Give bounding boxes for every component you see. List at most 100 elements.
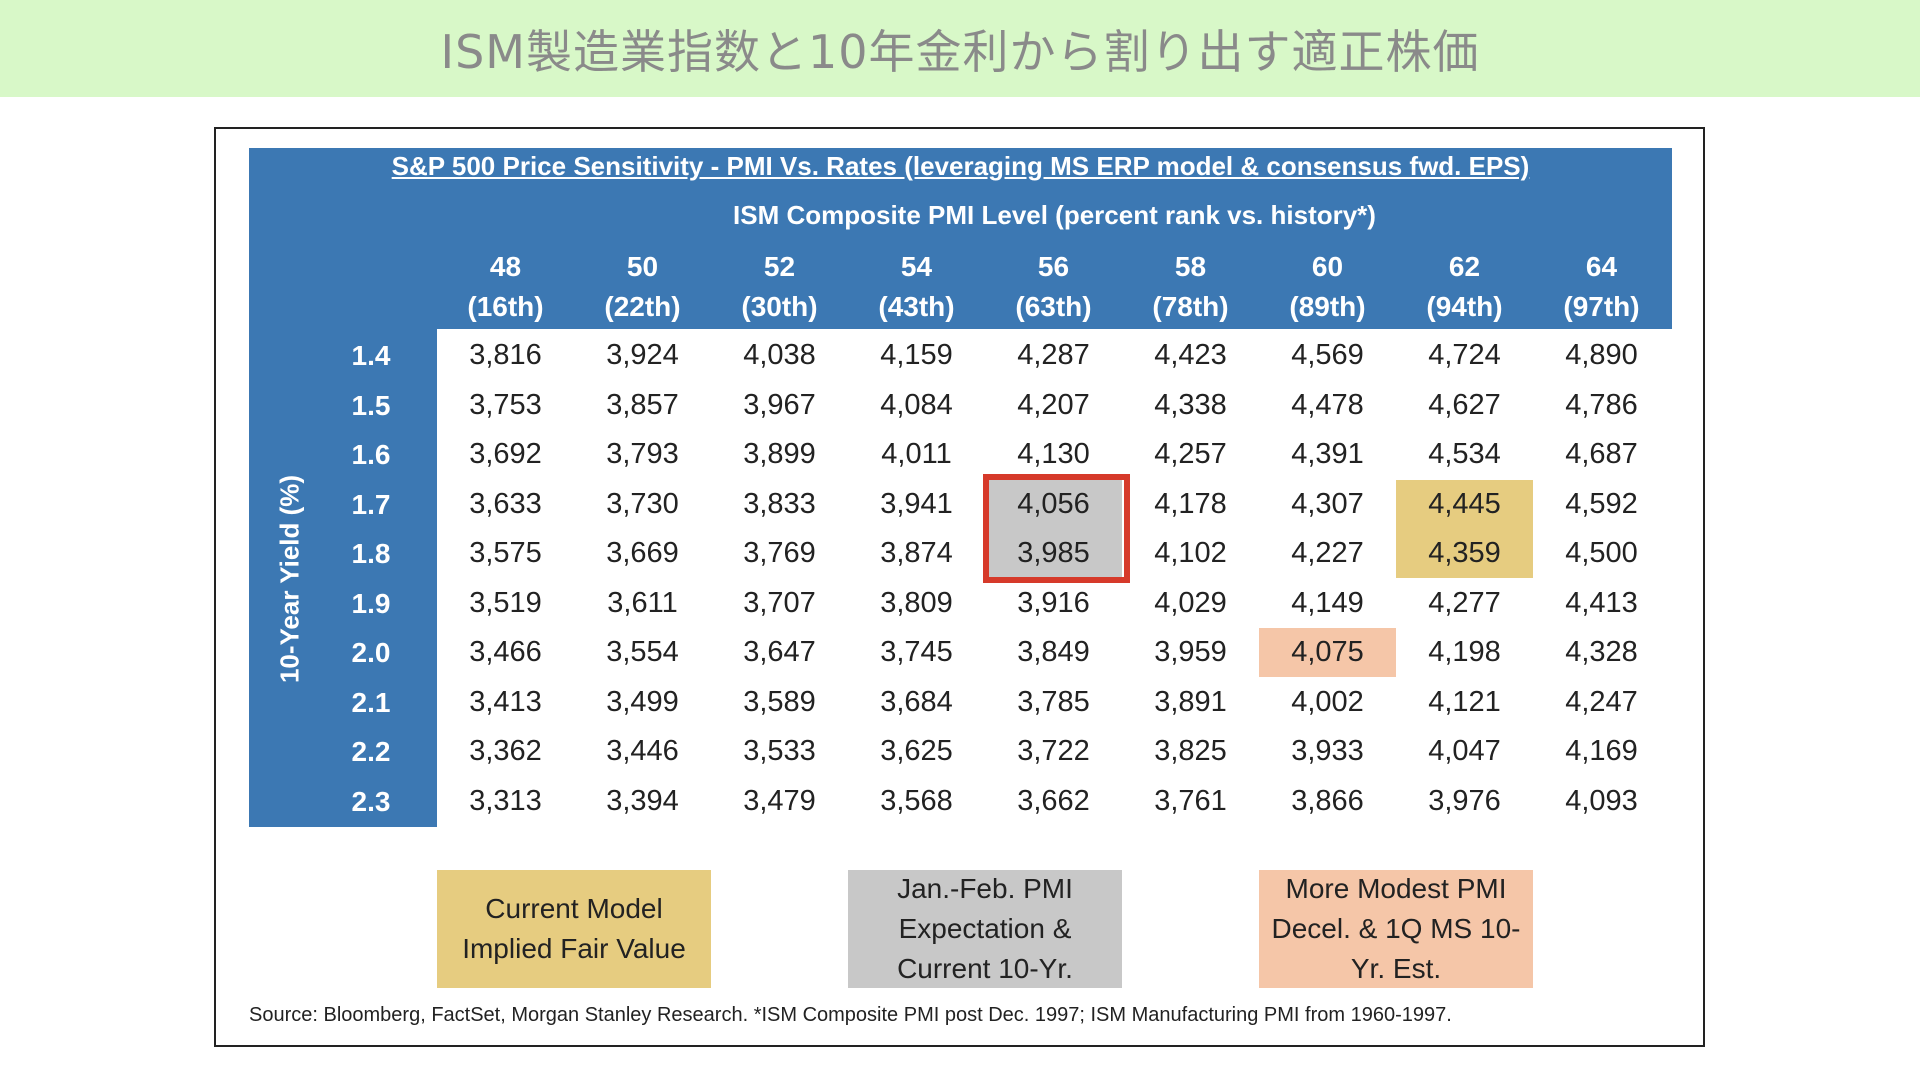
table-cell: 4,569 bbox=[1291, 339, 1364, 371]
row-header-background bbox=[249, 329, 437, 827]
table-cell: 3,967 bbox=[743, 388, 816, 421]
legend-item-peach: More Modest PMI Decel. & 1Q MS 10-Yr. Es… bbox=[1259, 870, 1533, 988]
table-cell: 4,724 bbox=[1428, 339, 1501, 371]
table-cell: 4,359 bbox=[1396, 529, 1533, 578]
table-cell: 4,257 bbox=[1154, 438, 1227, 470]
table-cell: 3,589 bbox=[743, 685, 816, 718]
row-header-yield: 1.4 bbox=[351, 340, 391, 371]
column-header: 60 (89th) bbox=[1259, 247, 1396, 327]
pmi-level: 48 bbox=[489, 251, 522, 282]
table-cell: 4,534 bbox=[1428, 438, 1501, 470]
table-cell: 3,554 bbox=[606, 636, 679, 668]
pmi-level: 56 bbox=[1037, 251, 1070, 282]
table-cell: 3,446 bbox=[606, 735, 679, 767]
table-cell: 4,075 bbox=[1259, 628, 1396, 677]
table-cell: 4,121 bbox=[1428, 685, 1501, 718]
table-cell: 3,924 bbox=[606, 339, 679, 371]
table-cell: 3,891 bbox=[1154, 685, 1227, 718]
table-cell: 3,976 bbox=[1428, 784, 1501, 817]
table-cell: 4,207 bbox=[1017, 388, 1090, 421]
column-header: 48 (16th) bbox=[437, 247, 574, 327]
table-cell: 4,287 bbox=[1017, 339, 1090, 371]
table-cell: 3,916 bbox=[1017, 586, 1090, 619]
table-cell: 3,466 bbox=[469, 636, 542, 668]
pmi-percent-rank: (89th) bbox=[1289, 291, 1366, 322]
table-cell: 4,500 bbox=[1565, 537, 1638, 569]
table-cell: 3,809 bbox=[880, 586, 953, 619]
table-cell: 3,825 bbox=[1154, 735, 1227, 767]
column-header: 52 (30th) bbox=[711, 247, 848, 327]
table-cell: 3,625 bbox=[880, 735, 953, 767]
table-cell: 3,816 bbox=[469, 339, 542, 371]
table-cell: 3,533 bbox=[743, 735, 816, 767]
table-cell: 4,093 bbox=[1565, 784, 1638, 817]
row-header-yield: 1.5 bbox=[351, 389, 391, 421]
table-cell: 4,084 bbox=[880, 388, 953, 421]
table-cell: 3,761 bbox=[1154, 784, 1227, 817]
y-axis-label: 10-Year Yield (%) bbox=[274, 474, 305, 684]
table-cell: 3,941 bbox=[880, 487, 953, 520]
table-cell: 4,169 bbox=[1565, 735, 1638, 767]
row-header-yield: 2.1 bbox=[351, 686, 391, 718]
table-cell: 4,159 bbox=[880, 339, 953, 371]
table-cell: 3,745 bbox=[880, 636, 953, 668]
table-header-background bbox=[249, 148, 1672, 329]
table-cell: 3,362 bbox=[469, 735, 542, 767]
table-cell: 4,056 bbox=[985, 479, 1122, 529]
table-cell: 4,277 bbox=[1428, 586, 1501, 619]
title-banner: ISM製造業指数と10年金利から割り出す適正株価 bbox=[0, 0, 1920, 97]
table-cell: 3,669 bbox=[606, 537, 679, 569]
row-header-yield: 2.2 bbox=[351, 736, 391, 767]
table-cell: 4,391 bbox=[1291, 438, 1364, 470]
table-cell: 3,933 bbox=[1291, 735, 1364, 767]
page-title: ISM製造業指数と10年金利から割り出す適正株価 bbox=[440, 24, 1480, 79]
table-cell: 3,722 bbox=[1017, 735, 1090, 767]
pmi-level: 52 bbox=[763, 251, 796, 282]
table-cell: 4,423 bbox=[1154, 339, 1227, 371]
row-header-yield: 2.0 bbox=[351, 637, 391, 668]
table-cell: 3,313 bbox=[469, 784, 542, 817]
pmi-percent-rank: (43th) bbox=[878, 291, 955, 322]
table-cell: 3,857 bbox=[606, 388, 679, 421]
pmi-percent-rank: (16th) bbox=[467, 291, 544, 322]
pmi-level: 64 bbox=[1585, 251, 1618, 282]
table-cell: 4,445 bbox=[1396, 479, 1533, 529]
table-cell: 4,247 bbox=[1565, 685, 1638, 718]
pmi-level: 58 bbox=[1174, 251, 1207, 282]
table-cell: 3,959 bbox=[1154, 636, 1227, 668]
table-cell: 4,338 bbox=[1154, 388, 1227, 421]
column-header: 58 (78th) bbox=[1122, 247, 1259, 327]
pmi-percent-rank: (30th) bbox=[741, 291, 818, 322]
pmi-level: 60 bbox=[1311, 251, 1344, 282]
table-cell: 4,227 bbox=[1291, 537, 1364, 569]
pmi-percent-rank: (94th) bbox=[1426, 291, 1503, 322]
table-cell: 3,899 bbox=[743, 438, 816, 470]
table-cell: 3,575 bbox=[469, 537, 542, 569]
table-cell: 4,687 bbox=[1565, 438, 1638, 470]
table-cell: 4,038 bbox=[743, 339, 816, 371]
table-cell: 4,047 bbox=[1428, 735, 1501, 767]
table-cell: 3,849 bbox=[1017, 636, 1090, 668]
table-cell: 4,890 bbox=[1565, 339, 1638, 371]
row-header-yield: 1.8 bbox=[351, 538, 391, 569]
table-cell: 4,198 bbox=[1428, 636, 1501, 668]
column-header: 54 (43th) bbox=[848, 247, 985, 327]
table-cell: 3,684 bbox=[880, 685, 953, 718]
pmi-percent-rank: (97th) bbox=[1563, 291, 1640, 322]
column-header: 50 (22th) bbox=[574, 247, 711, 327]
table-cell: 4,307 bbox=[1291, 487, 1364, 520]
row-header-yield: 2.3 bbox=[351, 785, 391, 817]
table-cell: 4,149 bbox=[1291, 586, 1364, 619]
table-cell: 4,328 bbox=[1565, 636, 1638, 668]
table-cell: 4,786 bbox=[1565, 388, 1638, 421]
column-header: 56 (63th) bbox=[985, 247, 1122, 327]
table-cell: 3,413 bbox=[469, 685, 542, 718]
table-cell: 3,793 bbox=[606, 438, 679, 470]
table-cell: 3,785 bbox=[1017, 685, 1090, 718]
pmi-level: 62 bbox=[1448, 251, 1481, 282]
pmi-level: 54 bbox=[900, 251, 933, 282]
table-figure: S&P 500 Price Sensitivity - PMI Vs. Rate… bbox=[214, 127, 1705, 1047]
table-cell: 4,592 bbox=[1565, 487, 1638, 520]
table-cell: 3,662 bbox=[1017, 784, 1090, 817]
table-cell: 3,479 bbox=[743, 784, 816, 817]
